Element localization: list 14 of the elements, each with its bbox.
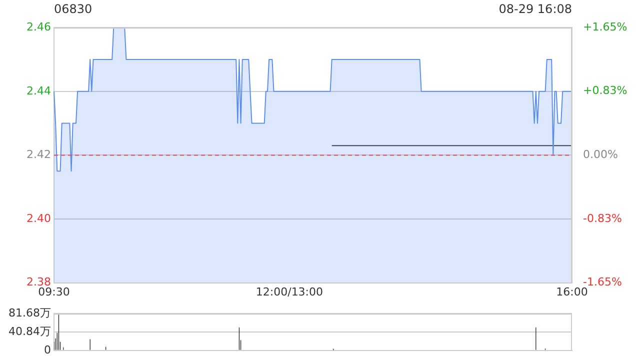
y2-tick-label: -0.83% xyxy=(583,212,622,226)
y2-tick-label: 0.00% xyxy=(583,148,618,162)
chart-title: 06830 xyxy=(54,2,92,18)
y-tick-label: 2.42 xyxy=(26,148,51,162)
y2-tick-label: +1.65% xyxy=(583,20,628,34)
y-tick-label: 2.46 xyxy=(26,20,51,34)
y-tick-label: 2.40 xyxy=(26,212,51,225)
y-tick-label: 40.84万 xyxy=(8,324,51,338)
y2-tick-label: +0.83% xyxy=(583,84,628,97)
chart-subtitle: 08-29 16:08 xyxy=(498,2,572,18)
y-tick-label: 0 xyxy=(44,343,51,356)
x-tick-label: 12:00/13:00 xyxy=(256,285,324,298)
y-tick-label: 81.68万 xyxy=(8,306,51,320)
y-tick-label: 2.44 xyxy=(26,84,51,98)
